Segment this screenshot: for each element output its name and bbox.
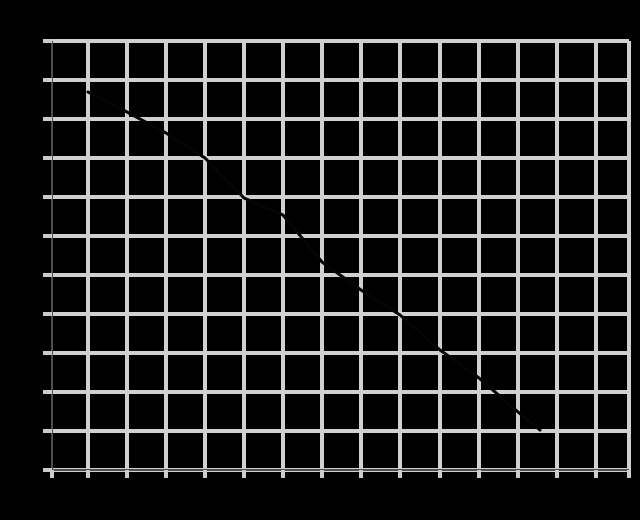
- y-axis-ticks: [43, 39, 52, 472]
- x-axis-ticks: [50, 470, 631, 478]
- data-line-series-1: [86, 90, 542, 432]
- data-series-group: [86, 90, 542, 432]
- axis-spines: [51, 41, 629, 471]
- grid-vertical-lines: [86, 41, 631, 470]
- plot-area-background: [52, 41, 629, 470]
